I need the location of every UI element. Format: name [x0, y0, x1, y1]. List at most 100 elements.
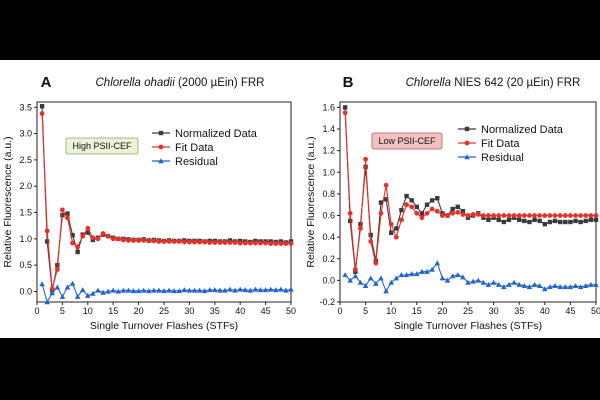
data-point [419, 215, 425, 221]
x-tick-label: 0 [337, 306, 342, 316]
data-point [39, 111, 45, 116]
data-point [470, 212, 476, 217]
data-point [120, 237, 126, 243]
data-point [90, 235, 96, 241]
data-point [90, 290, 96, 296]
y-tick-label: 0.2 [322, 254, 335, 264]
data-point [110, 287, 116, 293]
x-tick-label: 5 [363, 306, 368, 316]
data-point [460, 208, 466, 214]
data-point [186, 287, 193, 293]
data-point [39, 281, 45, 287]
data-point [59, 293, 66, 299]
x-tick-label: 25 [463, 306, 473, 316]
data-point [347, 210, 353, 216]
data-point [388, 221, 394, 227]
data-point [542, 221, 547, 227]
data-point [348, 218, 353, 224]
data-point [429, 198, 435, 203]
figure-area: A Chlorella ohadii (2000 µEin) FRR 0 5 10 15 2… [0, 60, 600, 338]
data-point [573, 218, 578, 224]
data-point [429, 266, 435, 272]
y-tick-label: 1.0 [19, 234, 32, 244]
y-tick-label: 1.4 [322, 124, 335, 134]
x-tick-label: 20 [134, 306, 144, 316]
data-point [404, 202, 409, 208]
data-point [496, 217, 501, 223]
data-point [368, 239, 374, 244]
data-point [450, 206, 455, 212]
data-point [450, 210, 456, 216]
data-point [197, 239, 202, 245]
y-tick-label: 1.6 [322, 102, 335, 112]
data-point [572, 282, 579, 288]
x-tick-label: 30 [489, 306, 499, 316]
data-point [352, 267, 358, 272]
data-point [389, 230, 394, 236]
data-point [206, 287, 213, 293]
data-point [517, 217, 522, 223]
data-point [435, 196, 440, 201]
figure-svg: A Chlorella ohadii (2000 µEin) FRR 0 5 10 15 2… [2, 74, 600, 332]
legend-label: Fit Data [481, 138, 520, 150]
data-point [568, 219, 573, 225]
legend: Normalized Data Fit Data Residual [458, 124, 564, 164]
data-point [222, 287, 228, 293]
chart-panel-b: B Chlorella NIES 642 (20 µEin) FRR 0 5 10 15 2… [305, 74, 600, 332]
data-point [135, 288, 142, 294]
data-point [578, 213, 584, 218]
data-point [394, 226, 399, 231]
data-point [212, 287, 218, 293]
data-point [532, 217, 537, 223]
data-point [60, 207, 65, 213]
data-point [445, 213, 450, 218]
data-point [166, 239, 172, 244]
x-tick-label: 25 [159, 306, 169, 316]
y-tick-label: 1.0 [322, 167, 335, 177]
data-point [593, 281, 599, 287]
data-point [181, 239, 187, 245]
data-point [217, 287, 223, 293]
data-point [268, 241, 274, 246]
data-point [557, 219, 563, 225]
legend-swatch-marker [464, 126, 470, 132]
data-point [373, 260, 379, 266]
badge-box [65, 137, 139, 155]
data-point [383, 182, 389, 188]
data-point [516, 213, 522, 218]
x-tick-label: 45 [565, 306, 575, 316]
chart-title-italic: Chlorella ohadii [96, 77, 176, 89]
data-point [511, 213, 517, 218]
panel-letter: A [41, 74, 52, 91]
data-point [347, 277, 354, 283]
data-point [207, 240, 213, 245]
data-point [342, 105, 348, 110]
data-point [414, 271, 420, 277]
data-point [562, 213, 568, 218]
data-point [237, 286, 243, 292]
data-point [383, 288, 389, 294]
data-point [399, 217, 404, 223]
data-point [491, 213, 496, 218]
data-point [262, 287, 269, 293]
data-point [552, 213, 558, 218]
x-tick-label: 45 [261, 306, 271, 316]
chart-title: Chlorella ohadii (2000 µEin) FRR [96, 77, 265, 89]
series-line [344, 261, 596, 293]
y-tick-label: 0.5 [19, 260, 32, 270]
data-point [115, 288, 122, 294]
data-point [588, 213, 594, 218]
x-tick-label: 0 [34, 306, 39, 316]
data-point [496, 213, 502, 218]
data-point [409, 204, 415, 210]
data-point [414, 204, 419, 210]
data-point [64, 284, 71, 290]
data-point [39, 104, 45, 109]
chart-title: Chlorella NIES 642 (20 µEin) FRR [406, 77, 581, 89]
legend-swatch-marker [158, 158, 164, 164]
data-point [85, 230, 90, 235]
data-point [49, 286, 55, 292]
y-tick-label: 3.0 [19, 129, 32, 139]
chart-title-italic: Chlorella [406, 77, 451, 89]
data-point [393, 234, 399, 240]
